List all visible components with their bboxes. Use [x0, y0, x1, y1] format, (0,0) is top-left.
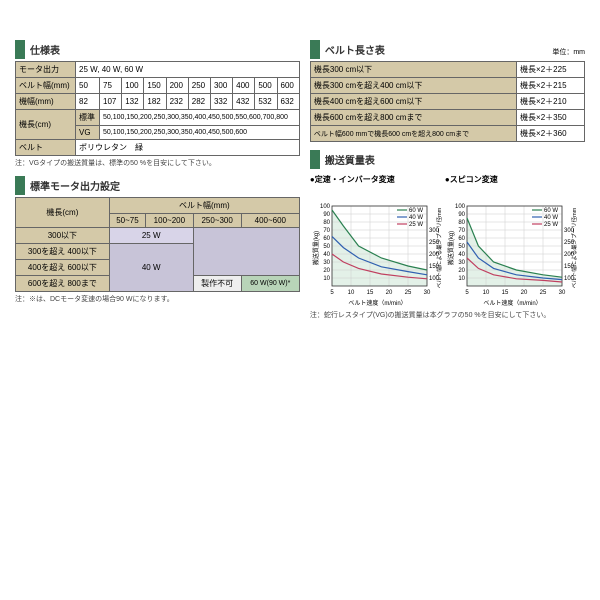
svg-text:20: 20	[386, 290, 393, 296]
svg-text:20: 20	[521, 290, 528, 296]
transport-title: 搬送質量表	[310, 150, 585, 169]
svg-text:100: 100	[455, 204, 466, 210]
svg-text:30: 30	[323, 260, 330, 266]
svg-text:40 W: 40 W	[544, 215, 558, 221]
svg-text:60: 60	[323, 236, 330, 242]
svg-text:搬送質量(kg): 搬送質量(kg)	[312, 231, 320, 265]
svg-text:搬送質量(kg): 搬送質量(kg)	[447, 231, 455, 265]
svg-text:15: 15	[367, 290, 374, 296]
svg-text:40: 40	[458, 252, 465, 258]
svg-text:10: 10	[483, 290, 490, 296]
svg-text:70: 70	[458, 228, 465, 234]
svg-text:5: 5	[465, 290, 469, 296]
svg-text:15: 15	[502, 290, 509, 296]
spec-note: 注：VGタイプの搬送質量は、標準の50 %を目安にして下さい。	[15, 158, 300, 168]
motor-title: 標準モータ出力設定	[15, 176, 300, 195]
svg-text:90: 90	[323, 212, 330, 218]
svg-text:40: 40	[323, 252, 330, 258]
svg-text:60 W: 60 W	[544, 208, 558, 214]
svg-text:25: 25	[405, 290, 412, 296]
charts-container: ●定速・インバータ変速51015202530102030405060708090…	[310, 171, 585, 308]
beltlen-unit: 単位：mm	[552, 47, 585, 57]
svg-text:20: 20	[323, 268, 330, 274]
svg-text:25: 25	[540, 290, 547, 296]
transport-note: 注：蛇行レスタイプ(VG)の搬送質量は本グラフの50 %を目安にして下さい。	[310, 310, 585, 320]
svg-text:30: 30	[424, 290, 431, 296]
svg-text:80: 80	[458, 220, 465, 226]
svg-text:100: 100	[320, 204, 331, 210]
svg-text:30: 30	[559, 290, 566, 296]
svg-text:25 W: 25 W	[544, 222, 558, 228]
svg-text:90: 90	[458, 212, 465, 218]
svg-text:ベルト速度（m/min）: ベルト速度（m/min）	[348, 299, 406, 307]
svg-text:10: 10	[323, 276, 330, 282]
spec-label: モータ出力	[16, 62, 76, 78]
svg-text:20: 20	[458, 268, 465, 274]
motor-note: 注：※は、DCモータ変速の場合90 Wになります。	[15, 294, 300, 304]
svg-text:5: 5	[330, 290, 334, 296]
spec-table: モータ出力25 W, 40 W, 60 W ベルト幅(mm) 507510015…	[15, 61, 300, 156]
beltlen-table: 機長300 cm以下機長×2＋225 機長300 cmを超え400 cm以下機長…	[310, 61, 585, 142]
svg-text:60 W: 60 W	[409, 208, 423, 214]
motor-table: 機長(cm)ベルト幅(mm) 50~75100~200250~300400~60…	[15, 197, 300, 292]
svg-text:30: 30	[458, 260, 465, 266]
svg-text:ベルト速度（m/min）: ベルト速度（m/min）	[483, 299, 541, 307]
svg-text:ベルト幅による最少プーリ径mm: ベルト幅による最少プーリ径mm	[570, 207, 578, 288]
svg-text:10: 10	[458, 276, 465, 282]
spec-title: 仕様表	[15, 40, 300, 59]
svg-text:10: 10	[348, 290, 355, 296]
svg-text:80: 80	[323, 220, 330, 226]
svg-text:60: 60	[458, 236, 465, 242]
svg-text:50: 50	[323, 244, 330, 250]
beltlen-title: ベルト長さ表	[310, 40, 552, 59]
svg-text:25 W: 25 W	[409, 222, 423, 228]
svg-text:ベルト幅による最少プーリ径mm: ベルト幅による最少プーリ径mm	[435, 207, 443, 288]
svg-text:50: 50	[458, 244, 465, 250]
svg-text:70: 70	[323, 228, 330, 234]
svg-text:40 W: 40 W	[409, 215, 423, 221]
